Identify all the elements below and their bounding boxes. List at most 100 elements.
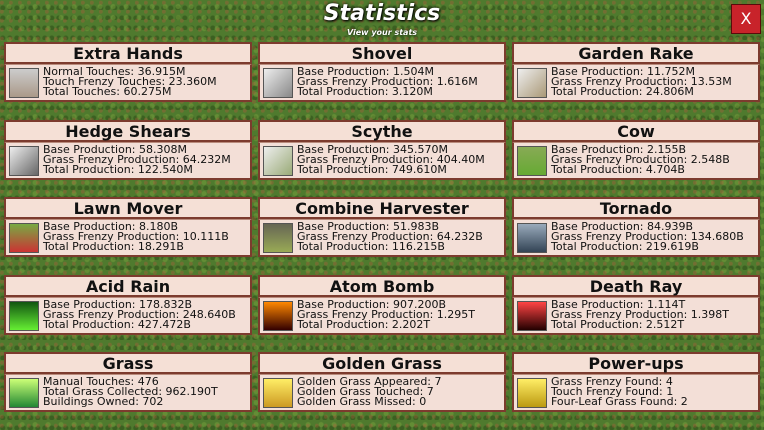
stat-line: Base Production: 8.180B [43, 220, 179, 233]
stat-line: Base Production: 345.570M [297, 142, 448, 156]
stat-line: Total Production: 749.610M [297, 162, 447, 176]
card-title: Golden Grass [258, 352, 506, 374]
card-icon [9, 300, 39, 331]
card-body: Manual Touches: 476 Total Grass Collected… [4, 374, 252, 412]
card-icon [517, 300, 547, 331]
stat-line: Touch Frenzy Touches: 23.360M [43, 75, 217, 88]
stat-card: Scythe Base Production: 345.570M Grass Fre… [258, 119, 506, 180]
stat-line: Base Production: 1.114T [551, 297, 686, 311]
card-title: Cow [512, 119, 760, 142]
card-body: Base Production: 1.114T Grass Frenzy Prod… [512, 296, 760, 335]
stat-line: Four-Leaf Grass Found: 2 [551, 395, 688, 408]
stat-line: Total Production: 3.120M [297, 85, 433, 98]
stat-card: Shovel Base Production: 1.504M Grass Frenz… [258, 42, 506, 102]
stat-line: Grass Frenzy Production: 64.232B [297, 230, 483, 243]
stat-line: Total Production: 122.540M [43, 162, 193, 176]
stat-card: Golden Grass Golden Grass Appeared: 7 Gold… [258, 352, 506, 412]
stat-line: Grass Frenzy Production: 248.640B [43, 307, 236, 321]
stat-line: Total Production: 427.472B [43, 317, 191, 331]
card-icon [9, 68, 39, 98]
stat-line: Base Production: 178.832B [43, 297, 193, 311]
screen-subtitle: View your stats [346, 28, 418, 37]
card-title: Extra Hands [4, 42, 252, 64]
stat-card: Tornado Base Production: 84.939B Grass Fre… [512, 197, 760, 257]
card-body: Normal Touches: 36.915M Touch Frenzy Touc… [4, 64, 252, 102]
stat-line: Grass Frenzy Production: 13.53M [551, 75, 732, 88]
stat-line: Total Production: 219.619B [551, 240, 699, 253]
stat-line: Golden Grass Appeared: 7 [297, 375, 442, 388]
stat-line: Grass Frenzy Production: 404.40M [297, 152, 485, 166]
card-body: Base Production: 58.308M Grass Frenzy Pro… [4, 141, 252, 180]
stat-line: Touch Frenzy Found: 1 [551, 385, 674, 398]
screen-title: Statistics [323, 1, 441, 26]
card-title: Grass [4, 352, 252, 374]
card-body: Base Production: 84.939B Grass Frenzy Pro… [512, 219, 760, 257]
card-title: Garden Rake [512, 42, 760, 64]
card-icon [517, 145, 547, 176]
stat-line: Grass Frenzy Production: 10.111B [43, 230, 229, 243]
stat-line: Grass Frenzy Production: 1.295T [297, 307, 476, 321]
card-body: Base Production: 51.983B Grass Frenzy Pro… [258, 219, 506, 257]
stat-line: Buildings Owned: 702 [43, 395, 164, 408]
stat-line: Base Production: 51.983B [297, 220, 440, 233]
stat-line: Grass Frenzy Found: 4 [551, 375, 673, 388]
stat-line: Grass Frenzy Production: 1.616M [297, 75, 478, 88]
card-body: Grass Frenzy Found: 4 Touch Frenzy Found:… [512, 374, 760, 412]
card-title: Hedge Shears [4, 119, 252, 142]
card-body: Golden Grass Appeared: 7 Golden Grass Tou… [258, 374, 506, 412]
stat-card: Acid Rain Base Production: 178.832B Grass … [4, 274, 252, 335]
stat-line: Normal Touches: 36.915M [43, 65, 186, 78]
card-icon [517, 223, 547, 253]
stat-line: Total Production: 18.291B [43, 240, 184, 253]
close-button[interactable]: X [731, 4, 761, 34]
card-title: Acid Rain [4, 274, 252, 297]
stat-line: Grass Frenzy Production: 2.548B [551, 152, 730, 166]
card-title: Power-ups [512, 352, 760, 374]
stat-line: Total Production: 24.806M [551, 85, 694, 98]
stat-line: Total Production: 2.202T [297, 317, 431, 331]
stat-card: Extra Hands Normal Touches: 36.915M Touch … [4, 42, 252, 102]
card-body: Base Production: 8.180B Grass Frenzy Prod… [4, 219, 252, 257]
stat-card: Grass Manual Touches: 476 Total Grass Coll… [4, 352, 252, 412]
stat-card: Death Ray Base Production: 1.114T Grass Fr… [512, 274, 760, 335]
stat-card: Hedge Shears Base Production: 58.308M Gras… [4, 119, 252, 180]
stat-line: Grass Frenzy Production: 1.398T [551, 307, 730, 321]
stat-line: Manual Touches: 476 [43, 375, 159, 388]
card-icon [263, 378, 293, 408]
stat-card: Garden Rake Base Production: 11.752M Grass… [512, 42, 760, 102]
card-title: Scythe [258, 119, 506, 142]
card-body: Base Production: 345.570M Grass Frenzy Pr… [258, 141, 506, 180]
stat-line: Total Production: 2.512T [551, 317, 685, 331]
stat-line: Base Production: 1.504M [297, 65, 434, 78]
stat-line: Base Production: 907.200B [297, 297, 447, 311]
card-body: Base Production: 2.155B Grass Frenzy Prod… [512, 141, 760, 180]
stat-line: Grass Frenzy Production: 134.680B [551, 230, 744, 243]
stat-line: Total Production: 116.215B [297, 240, 445, 253]
card-body: Base Production: 907.200B Grass Frenzy Pr… [258, 296, 506, 335]
card-icon [517, 68, 547, 98]
card-body: Base Production: 11.752M Grass Frenzy Pro… [512, 64, 760, 102]
stat-card: Power-ups Grass Frenzy Found: 4 Touch Fren… [512, 352, 760, 412]
stat-line: Golden Grass Missed: 0 [297, 395, 427, 408]
card-icon [263, 300, 293, 331]
stat-line: Grass Frenzy Production: 64.232M [43, 152, 231, 166]
stat-line: Total Touches: 60.275M [43, 85, 172, 98]
card-title: Tornado [512, 197, 760, 219]
stat-line: Total Production: 4.704B [551, 162, 685, 176]
stat-line: Base Production: 2.155B [551, 142, 687, 156]
card-body: Base Production: 178.832B Grass Frenzy Pr… [4, 296, 252, 335]
stat-card: Combine Harvester Base Production: 51.983… [258, 197, 506, 257]
card-title: Death Ray [512, 274, 760, 297]
stat-line: Base Production: 84.939B [551, 220, 694, 233]
card-icon [263, 68, 293, 98]
stat-line: Base Production: 58.308M [43, 142, 187, 156]
card-title: Combine Harvester [258, 197, 506, 219]
stat-card: Cow Base Production: 2.155B Grass Frenzy P… [512, 119, 760, 180]
card-icon [263, 145, 293, 176]
stat-card: Lawn Mover Base Production: 8.180B Grass F… [4, 197, 252, 257]
card-title: Atom Bomb [258, 274, 506, 297]
card-icon [9, 145, 39, 176]
stat-card: Atom Bomb Base Production: 907.200B Grass … [258, 274, 506, 335]
card-icon [9, 378, 39, 408]
